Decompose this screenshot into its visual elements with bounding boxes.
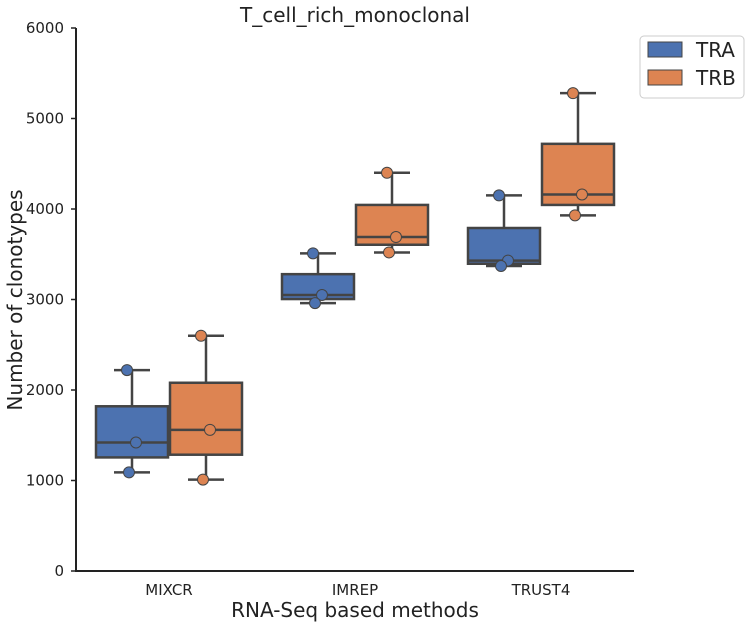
box-trb-mixcr [168,334,244,481]
data-point [495,260,507,273]
x-tick-label: TRUST4 [511,581,571,599]
legend-label-tra: TRA [695,38,735,62]
chart-title: T_cell_rich_monoclonal [239,3,470,27]
x-ticks: MIXCR IMREP TRUST4 [145,581,570,599]
box-tra-mixcr [94,368,170,474]
x-tick-label: MIXCR [145,581,192,599]
y-tick-label: 2000 [26,381,64,399]
y-tick-label: 3000 [26,291,64,309]
y-tick-label: 4000 [26,200,64,218]
data-point [390,231,402,244]
box-body [94,405,170,459]
x-tick-label: IMREP [332,581,378,599]
data-point [130,436,142,449]
data-point [569,209,581,222]
data-point [121,364,133,377]
y-ticks: 0 1000 2000 3000 4000 5000 6000 [26,19,76,580]
data-point [381,166,393,179]
legend-label-trb: TRB [695,66,736,90]
y-axis-label: Number of clonotypes [3,189,27,410]
data-point [383,246,395,259]
y-tick-label: 6000 [26,19,64,37]
y-tick-label: 5000 [26,110,64,128]
data-point [197,473,209,486]
data-point [307,247,319,260]
data-point [576,188,588,201]
data-point [316,288,328,301]
y-tick-label: 1000 [26,472,64,490]
data-point [195,329,207,342]
legend-swatch-trb [647,69,683,86]
box-tra-trust4 [466,194,542,268]
data-point [309,297,321,310]
data-point [493,189,505,202]
data-point [567,87,579,100]
plot-area [94,87,616,486]
data-point [204,423,216,436]
legend: TRA TRB [639,35,745,99]
box-body [168,381,244,456]
y-tick-label: 0 [54,562,64,580]
legend-swatch-tra [647,41,683,58]
data-point [123,466,135,479]
x-axis-label: RNA-Seq based methods [231,598,479,622]
